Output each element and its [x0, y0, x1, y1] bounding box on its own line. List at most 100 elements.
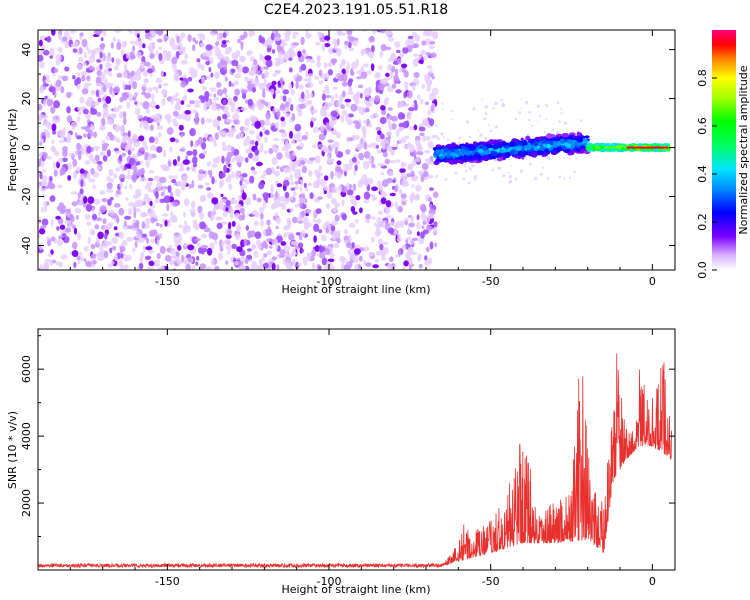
- noise-speckle: [96, 161, 103, 165]
- noise-speckle: [197, 205, 203, 214]
- noise-speckle: [156, 146, 163, 153]
- noise-speckle: [340, 114, 345, 123]
- signal-speckle: [448, 159, 453, 164]
- noise-speckle: [192, 44, 196, 52]
- faint-speckle: [568, 176, 572, 179]
- noise-speckle: [90, 108, 98, 115]
- noise-speckle: [262, 125, 266, 132]
- noise-speckle: [233, 118, 239, 125]
- noise-speckle: [147, 177, 154, 182]
- noise-speckle: [235, 108, 241, 113]
- noise-speckle: [252, 154, 259, 162]
- noise-speckle: [141, 221, 146, 230]
- noise-speckle: [113, 86, 121, 94]
- noise-speckle: [214, 48, 221, 57]
- noise-speckle: [291, 250, 297, 256]
- noise-speckle: [121, 152, 127, 157]
- noise-speckle: [110, 113, 117, 119]
- noise-speckle: [403, 260, 409, 267]
- noise-speckle: [264, 55, 272, 61]
- noise-speckle: [88, 153, 94, 162]
- faint-speckle: [487, 124, 490, 127]
- noise-speckle: [230, 127, 237, 133]
- signal-speckle: [450, 143, 456, 149]
- noise-speckle: [222, 32, 227, 39]
- noise-speckle: [249, 30, 256, 36]
- noise-speckle: [348, 183, 352, 190]
- signal-speckle: [443, 159, 449, 163]
- noise-speckle: [76, 166, 81, 172]
- noise-speckle: [38, 152, 44, 158]
- noise-speckle: [90, 253, 97, 259]
- noise-speckle: [163, 195, 171, 204]
- noise-speckle: [159, 245, 166, 254]
- noise-speckle: [164, 254, 172, 262]
- noise-speckle: [416, 150, 424, 156]
- noise-speckle: [166, 127, 174, 135]
- noise-speckle: [363, 88, 371, 98]
- noise-speckle: [264, 243, 269, 250]
- noise-speckle: [333, 208, 337, 213]
- faint-speckle: [539, 172, 543, 176]
- noise-speckle: [230, 146, 235, 153]
- noise-speckle: [321, 105, 328, 111]
- signal-speckle: [496, 157, 503, 162]
- noise-speckle: [46, 155, 52, 160]
- signal-speckle: [540, 146, 545, 152]
- noise-speckle: [225, 260, 229, 265]
- noise-speckle: [138, 37, 142, 42]
- noise-speckle: [275, 211, 278, 217]
- noise-speckle: [421, 162, 429, 170]
- noise-speckle: [408, 107, 415, 112]
- noise-speckle: [356, 70, 363, 75]
- noise-speckle: [69, 152, 74, 157]
- noise-speckle: [397, 57, 402, 65]
- noise-speckle: [307, 73, 314, 78]
- noise-speckle: [79, 174, 85, 183]
- noise-speckle: [62, 233, 67, 237]
- noise-speckle: [218, 252, 224, 261]
- noise-speckle: [105, 62, 112, 68]
- signal-speckle: [434, 149, 442, 155]
- signal-speckle: [584, 135, 590, 139]
- noise-speckle: [302, 49, 306, 54]
- noise-speckle: [314, 41, 321, 46]
- noise-speckle: [423, 170, 429, 177]
- noise-speckle: [225, 119, 233, 123]
- signal-speckle: [606, 143, 613, 146]
- noise-speckle: [263, 78, 267, 84]
- signal-speckle: [536, 150, 541, 155]
- noise-speckle: [241, 192, 247, 200]
- noise-speckle: [52, 130, 57, 135]
- noise-speckle: [55, 261, 61, 266]
- noise-speckle: [163, 149, 167, 158]
- noise-speckle: [110, 196, 114, 201]
- noise-speckle: [259, 264, 263, 270]
- noise-speckle: [90, 49, 95, 54]
- noise-speckle: [215, 216, 221, 221]
- noise-speckle: [147, 266, 154, 270]
- noise-speckle: [332, 86, 338, 90]
- noise-speckle: [245, 225, 249, 231]
- noise-speckle: [237, 161, 242, 168]
- noise-speckle: [85, 260, 93, 267]
- noise-speckle: [201, 76, 205, 84]
- noise-speckle: [317, 174, 321, 181]
- noise-speckle: [132, 247, 136, 253]
- noise-speckle: [340, 58, 347, 65]
- noise-speckle: [96, 111, 102, 117]
- noise-speckle: [231, 83, 235, 88]
- noise-speckle: [75, 135, 83, 140]
- noise-speckle: [281, 131, 288, 138]
- noise-speckle: [305, 208, 312, 214]
- noise-speckle: [173, 74, 178, 81]
- noise-speckle: [92, 260, 97, 265]
- noise-speckle: [385, 72, 390, 77]
- noise-speckle: [100, 72, 106, 79]
- noise-speckle: [288, 233, 295, 241]
- noise-speckle: [235, 203, 243, 210]
- signal-speckle: [560, 145, 567, 150]
- signal-speckle: [555, 146, 563, 152]
- noise-speckle: [55, 79, 62, 87]
- noise-speckle: [149, 53, 155, 60]
